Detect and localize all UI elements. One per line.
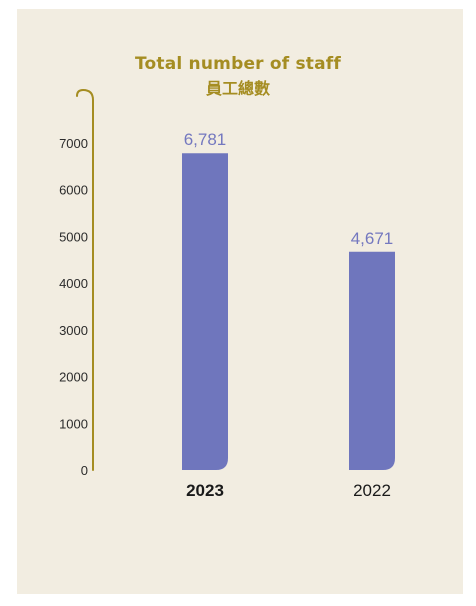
- chart-title: Total number of staff: [135, 54, 341, 74]
- y-tick-label: 6000: [59, 183, 88, 198]
- y-tick-label: 2000: [59, 370, 88, 385]
- bar-2023: [182, 153, 228, 471]
- x-category-label-2022: 2022: [353, 481, 391, 500]
- data-label-2022: 4,671: [351, 229, 394, 248]
- chart-subtitle: 員工總數: [205, 79, 270, 98]
- data-label-2023: 6,781: [184, 130, 227, 149]
- x-category-label-2023: 2023: [186, 481, 224, 500]
- y-tick-label: 3000: [59, 323, 88, 338]
- y-tick-label: 0: [81, 463, 88, 478]
- y-axis-line: [76, 88, 94, 471]
- y-tick-label: 7000: [59, 136, 88, 151]
- bar-2022: [349, 251, 395, 470]
- y-tick-label: 4000: [59, 276, 88, 291]
- y-tick-label: 1000: [59, 416, 88, 431]
- y-tick-label: 5000: [59, 229, 88, 244]
